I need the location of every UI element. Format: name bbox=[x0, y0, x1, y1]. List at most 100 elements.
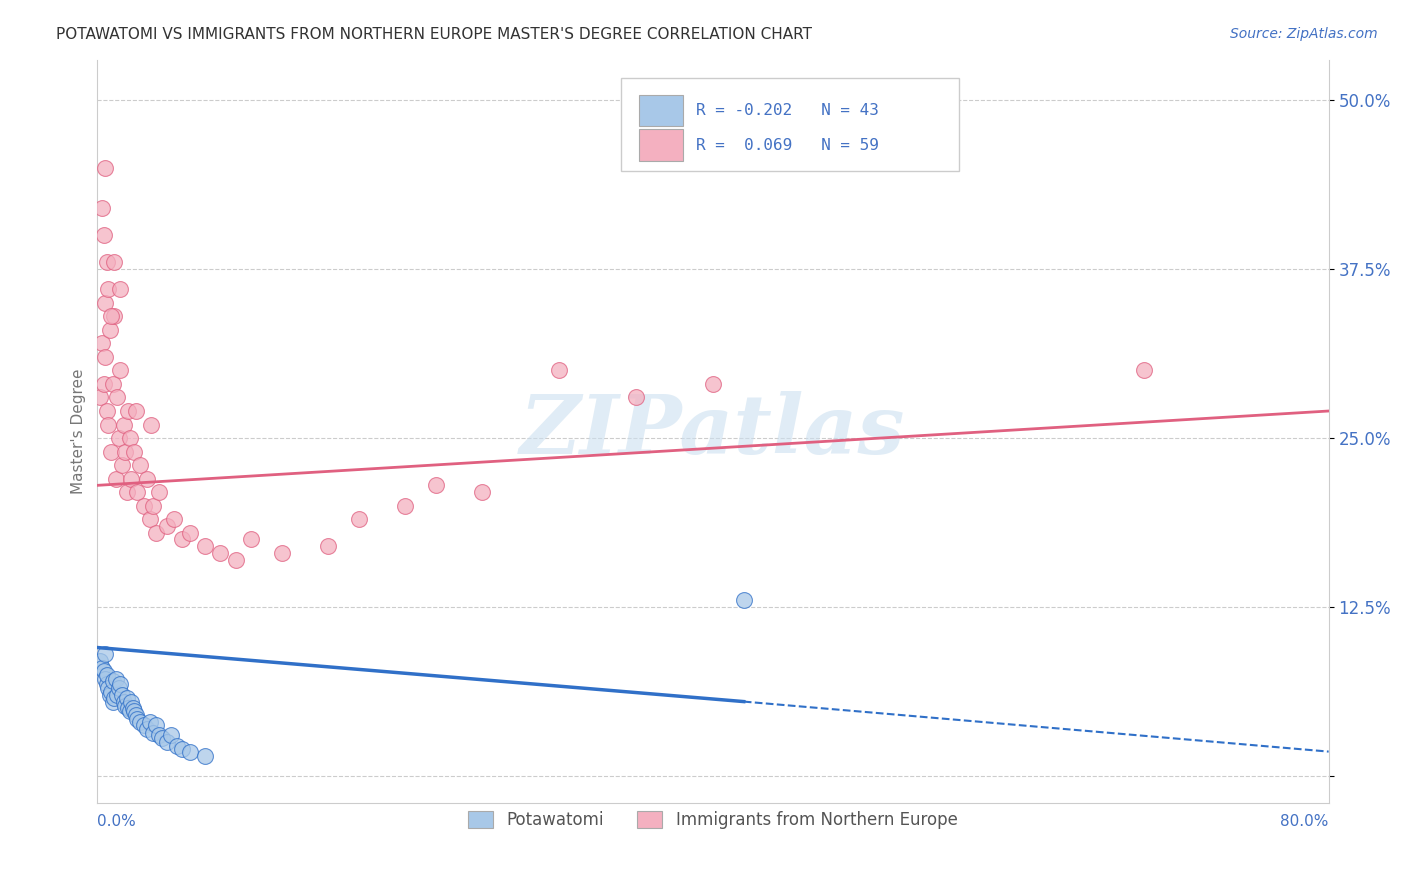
Point bbox=[135, 722, 157, 736]
Point bbox=[138, 512, 160, 526]
Point bbox=[104, 672, 127, 686]
Point bbox=[548, 363, 571, 377]
Point bbox=[125, 404, 148, 418]
Point bbox=[150, 731, 173, 745]
Point bbox=[112, 695, 135, 709]
Point bbox=[132, 717, 155, 731]
Point bbox=[209, 546, 232, 560]
Point bbox=[114, 698, 136, 713]
Point bbox=[132, 499, 155, 513]
Point bbox=[91, 201, 114, 215]
Text: 0.0%: 0.0% bbox=[97, 814, 136, 829]
Point bbox=[702, 376, 724, 391]
Text: Source: ZipAtlas.com: Source: ZipAtlas.com bbox=[1230, 27, 1378, 41]
Point bbox=[142, 499, 165, 513]
Point bbox=[91, 661, 114, 675]
Point bbox=[89, 654, 111, 668]
Point bbox=[124, 704, 146, 718]
Point bbox=[93, 376, 115, 391]
Point bbox=[98, 688, 121, 702]
Point bbox=[120, 472, 142, 486]
Point bbox=[115, 485, 138, 500]
Point bbox=[124, 444, 146, 458]
Point bbox=[156, 735, 179, 749]
Point bbox=[94, 672, 117, 686]
Point bbox=[104, 472, 127, 486]
Point bbox=[156, 519, 179, 533]
Point bbox=[145, 717, 167, 731]
FancyBboxPatch shape bbox=[620, 78, 959, 171]
Point bbox=[94, 296, 117, 310]
Point bbox=[112, 417, 135, 432]
Point bbox=[115, 690, 138, 705]
Point bbox=[93, 664, 115, 678]
Point bbox=[624, 391, 647, 405]
Text: ZIPatlas: ZIPatlas bbox=[520, 392, 905, 471]
Text: POTAWATOMI VS IMMIGRANTS FROM NORTHERN EUROPE MASTER'S DEGREE CORRELATION CHART: POTAWATOMI VS IMMIGRANTS FROM NORTHERN E… bbox=[56, 27, 813, 42]
Point bbox=[142, 725, 165, 739]
Point bbox=[129, 714, 152, 729]
Point bbox=[100, 685, 122, 699]
Point bbox=[98, 323, 121, 337]
Y-axis label: Master's Degree: Master's Degree bbox=[72, 368, 86, 494]
Point bbox=[733, 593, 755, 607]
Point bbox=[101, 674, 124, 689]
Point bbox=[100, 444, 122, 458]
Point bbox=[347, 512, 370, 526]
Point bbox=[101, 376, 124, 391]
Point bbox=[118, 431, 141, 445]
Point bbox=[111, 458, 134, 472]
Point bbox=[129, 458, 152, 472]
Legend: Potawatomi, Immigrants from Northern Europe: Potawatomi, Immigrants from Northern Eur… bbox=[461, 804, 965, 836]
Point bbox=[96, 255, 118, 269]
Point bbox=[316, 539, 339, 553]
Text: R =  0.069   N = 59: R = 0.069 N = 59 bbox=[696, 137, 879, 153]
Point bbox=[271, 546, 294, 560]
Point bbox=[100, 310, 122, 324]
Point bbox=[118, 704, 141, 718]
Point bbox=[105, 391, 128, 405]
Point bbox=[179, 745, 201, 759]
Point bbox=[94, 648, 117, 662]
Point bbox=[148, 485, 170, 500]
Point bbox=[103, 310, 125, 324]
Point bbox=[111, 688, 134, 702]
Text: R = -0.202   N = 43: R = -0.202 N = 43 bbox=[696, 103, 879, 118]
Point bbox=[101, 695, 124, 709]
Point bbox=[97, 282, 120, 296]
Point bbox=[117, 701, 139, 715]
Point bbox=[96, 404, 118, 418]
Point bbox=[103, 255, 125, 269]
Point bbox=[135, 472, 157, 486]
Point bbox=[110, 282, 132, 296]
Point bbox=[108, 431, 131, 445]
Point bbox=[110, 677, 132, 691]
Point bbox=[97, 681, 120, 695]
Point bbox=[120, 695, 142, 709]
Point bbox=[240, 533, 263, 547]
Point bbox=[117, 404, 139, 418]
Point bbox=[89, 391, 111, 405]
Point bbox=[170, 742, 193, 756]
Point bbox=[96, 677, 118, 691]
Point bbox=[108, 681, 131, 695]
Point bbox=[194, 539, 217, 553]
Point bbox=[194, 748, 217, 763]
Point bbox=[471, 485, 494, 500]
Point bbox=[160, 728, 183, 742]
Point bbox=[225, 552, 247, 566]
Point bbox=[394, 499, 416, 513]
Point bbox=[110, 363, 132, 377]
Point bbox=[127, 485, 149, 500]
Point bbox=[425, 478, 447, 492]
Point bbox=[94, 161, 117, 175]
Point bbox=[93, 228, 115, 243]
Point bbox=[114, 444, 136, 458]
Point bbox=[105, 688, 128, 702]
Point bbox=[138, 714, 160, 729]
Point bbox=[94, 350, 117, 364]
Point bbox=[91, 336, 114, 351]
Point bbox=[103, 690, 125, 705]
Point bbox=[170, 533, 193, 547]
Point bbox=[1133, 363, 1156, 377]
